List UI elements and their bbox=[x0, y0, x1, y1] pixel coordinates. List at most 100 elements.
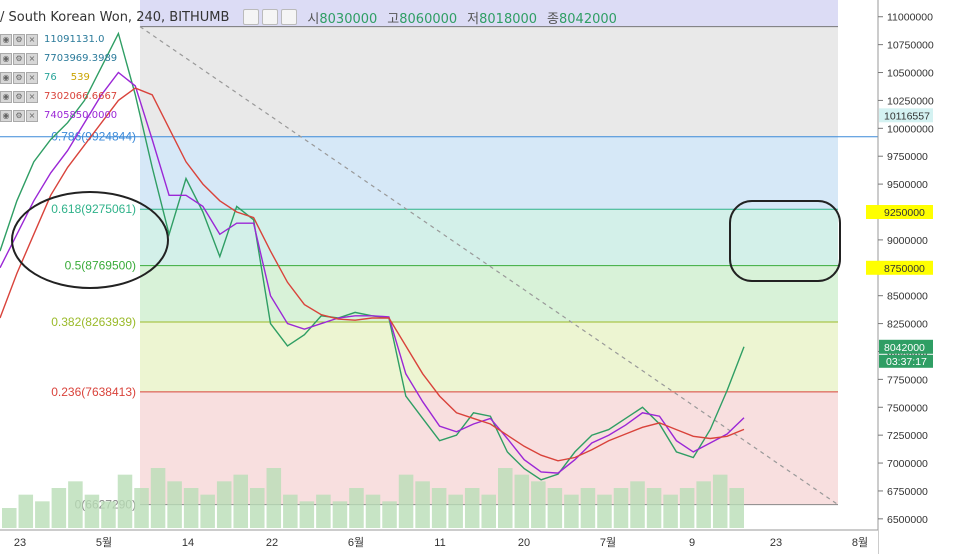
close-label: 종 bbox=[547, 11, 559, 27]
volume-bar bbox=[564, 494, 579, 528]
y-tick-label: 10000000 bbox=[887, 123, 934, 135]
y-tick-label: 10750000 bbox=[887, 40, 934, 52]
volume-bar bbox=[696, 481, 711, 528]
volume-bar bbox=[729, 488, 744, 528]
y-tick-label: 9000000 bbox=[887, 235, 928, 247]
price-tag-highlight bbox=[866, 260, 880, 275]
series-line bbox=[0, 87, 745, 462]
indicator-row[interactable]: ◉ ⚙ × 7302066.6667 bbox=[0, 87, 117, 106]
high-value: 8060000 bbox=[399, 11, 458, 27]
volume-bar bbox=[2, 508, 17, 528]
settings-icon[interactable] bbox=[262, 9, 279, 25]
x-tick-label: 7월 bbox=[600, 536, 616, 549]
volume-bar bbox=[101, 501, 116, 528]
volume-bar bbox=[481, 494, 496, 528]
volume-bar bbox=[514, 474, 530, 528]
price-tag-label: 9250000 bbox=[884, 207, 925, 219]
fib-label: 0.5(8769500) bbox=[65, 259, 136, 273]
close-icon[interactable]: × bbox=[26, 33, 38, 46]
indicator-row[interactable]: ◉ ⚙ × 11091131.0 bbox=[0, 30, 117, 49]
indicator-row[interactable]: ◉ ⚙ × 76 539 bbox=[0, 68, 117, 87]
volume-bar bbox=[283, 494, 298, 528]
volume-bar bbox=[365, 494, 381, 528]
x-tick-label: 9 bbox=[689, 537, 695, 549]
y-tick-label: 7500000 bbox=[887, 402, 928, 414]
fib-band bbox=[140, 209, 838, 266]
volume-bar bbox=[266, 468, 282, 528]
price-tag-highlight bbox=[866, 205, 880, 219]
eye-icon[interactable]: ◉ bbox=[0, 71, 12, 84]
volume-bar bbox=[531, 481, 546, 528]
x-tick-label: 6월 bbox=[348, 536, 364, 549]
indicator-row[interactable]: ◉ ⚙ × 7703969.3989 bbox=[0, 49, 117, 68]
low-label: 저 bbox=[467, 11, 480, 27]
eye-icon[interactable]: ◉ bbox=[0, 109, 12, 122]
settings-icon[interactable]: ⚙ bbox=[13, 109, 25, 122]
settings-icon[interactable]: ⚙ bbox=[13, 90, 25, 103]
indicator-list: ◉ ⚙ × 11091131.0 ◉ ⚙ × 7703969.3989 ◉ ⚙ × 76 5… bbox=[0, 30, 117, 125]
y-tick-label: 7250000 bbox=[887, 430, 928, 442]
volume-bar bbox=[250, 488, 265, 528]
volume-bar bbox=[233, 474, 248, 528]
eye-icon[interactable]: ◉ bbox=[0, 90, 12, 103]
volume-bar bbox=[183, 488, 199, 528]
close-icon[interactable]: × bbox=[26, 109, 38, 122]
volume-bar bbox=[415, 481, 430, 528]
volume-bar bbox=[18, 494, 34, 528]
ohlc-close: 종8042000 bbox=[547, 8, 617, 27]
volume-bar bbox=[597, 494, 612, 528]
indicator-value-2: 539 bbox=[70, 72, 90, 83]
price-tag-label: 8042000 bbox=[884, 342, 925, 354]
symbol-title: / South Korean Won, 240, BITHUMB bbox=[0, 9, 230, 25]
settings-icon[interactable]: ⚙ bbox=[13, 71, 25, 84]
eye-icon[interactable]: ◉ bbox=[0, 52, 12, 65]
x-tick-label: 11 bbox=[434, 537, 445, 549]
annotation-ellipse bbox=[11, 191, 169, 289]
y-tick-label: 10250000 bbox=[887, 95, 934, 107]
indicator-value: 11091131.0 bbox=[44, 34, 105, 45]
open-label: 시 bbox=[307, 11, 320, 27]
settings-icon[interactable]: ⚙ bbox=[13, 33, 25, 46]
y-axis-panel bbox=[878, 0, 960, 554]
annotation-box bbox=[729, 200, 841, 282]
close-icon[interactable] bbox=[281, 9, 298, 25]
y-tick-label: 7750000 bbox=[887, 374, 928, 386]
indicator-row[interactable]: ◉ ⚙ × 7405850.0000 bbox=[0, 106, 117, 125]
close-icon[interactable]: × bbox=[26, 90, 38, 103]
volume-bar bbox=[35, 501, 50, 528]
x-axis-panel bbox=[0, 530, 878, 554]
settings-icon[interactable]: ⚙ bbox=[13, 52, 25, 65]
volume-bar bbox=[679, 488, 695, 528]
open-value: 8030000 bbox=[319, 11, 378, 27]
x-tick-label: 22 bbox=[266, 537, 278, 549]
volume-bar bbox=[200, 494, 215, 528]
volume-bar bbox=[580, 488, 596, 528]
x-tick-label: 20 bbox=[518, 537, 530, 549]
y-tick-label: 10500000 bbox=[887, 68, 934, 80]
fib-band bbox=[140, 136, 838, 210]
x-tick-label: 23 bbox=[770, 537, 782, 549]
volume-bar bbox=[51, 488, 67, 528]
chart-header: / South Korean Won, 240, BITHUMB 시803000… bbox=[0, 6, 627, 28]
volume-bar bbox=[547, 488, 563, 528]
price-tag-bg bbox=[879, 260, 933, 275]
indicator-value: 7302066.6667 bbox=[44, 91, 118, 102]
volume-bar bbox=[150, 468, 166, 528]
eye-icon[interactable]: ◉ bbox=[0, 33, 12, 46]
trend-line bbox=[139, 26, 839, 506]
indicator-value: 76 bbox=[44, 72, 57, 83]
price-tag-label: 8750000 bbox=[884, 263, 925, 275]
ohlc-open: 시8030000 bbox=[307, 8, 377, 27]
price-tag-bg bbox=[879, 339, 933, 354]
eye-icon[interactable] bbox=[243, 9, 260, 25]
ohlc-high: 고8060000 bbox=[387, 8, 457, 27]
volume-bar bbox=[332, 501, 348, 528]
close-icon[interactable]: × bbox=[26, 71, 38, 84]
volume-bar bbox=[431, 488, 447, 528]
y-tick-label: 9750000 bbox=[887, 151, 928, 163]
price-tag-bg bbox=[879, 205, 933, 219]
fib-label: 0.618(9275061) bbox=[51, 202, 136, 216]
y-tick-label: 8250000 bbox=[887, 319, 928, 331]
close-icon[interactable]: × bbox=[26, 52, 38, 65]
